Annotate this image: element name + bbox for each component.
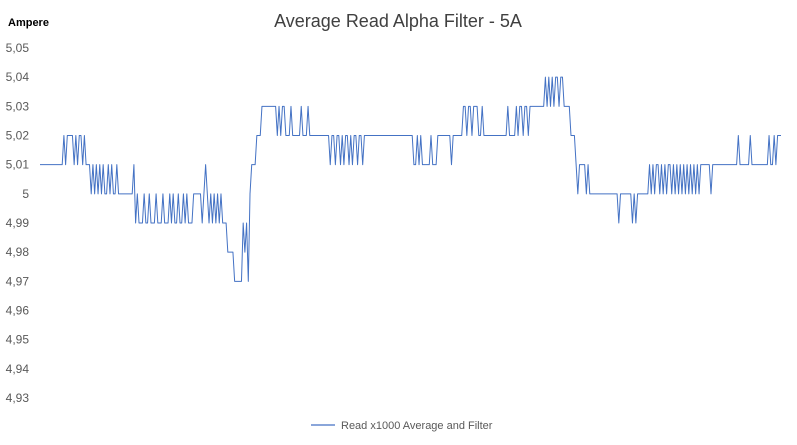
legend-series-name: Read x1000 Average and Filter (341, 420, 493, 432)
y-tick-label: 4,94 (6, 362, 30, 376)
y-tick-label: 5,01 (6, 158, 30, 172)
y-axis-label: Ampere (8, 17, 49, 29)
y-tick-label: 4,98 (6, 245, 30, 259)
y-tick-label: 5,05 (6, 41, 30, 55)
y-tick-label: 5,04 (6, 70, 30, 84)
y-tick-label: 4,97 (6, 274, 30, 288)
y-tick-label: 5,02 (6, 129, 30, 143)
legend: Read x1000 Average and Filter (311, 420, 493, 432)
chart-title: Average Read Alpha Filter - 5A (274, 11, 522, 31)
y-tick-labels: 5,05 5,04 5,03 5,02 5,01 5 4,99 4,98 4,97 4,96 4,9… (6, 41, 30, 405)
y-tick-label: 5,03 (6, 99, 30, 113)
y-tick-label: 4,99 (6, 216, 30, 230)
plot-area (40, 76, 781, 282)
y-tick-label: 4,93 (6, 391, 30, 405)
y-tick-label: 5 (22, 187, 29, 201)
y-tick-label: 4,95 (6, 333, 30, 347)
series-line (40, 76, 781, 282)
y-tick-label: 4,96 (6, 304, 30, 318)
